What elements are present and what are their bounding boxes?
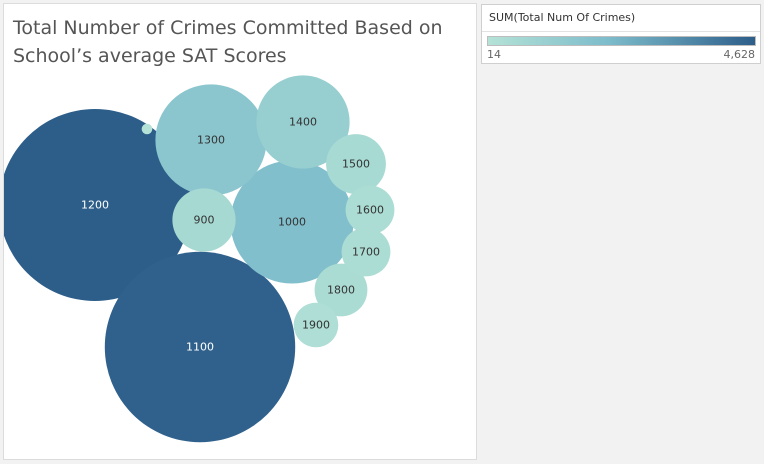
bubble-1300[interactable] bbox=[155, 84, 267, 196]
bubble-chart: 1200 1100 1000 1300 1400 900 1500 1800 1600 1700 1… bbox=[4, 75, 395, 443]
bubble-label-1800: 1800 bbox=[327, 284, 355, 297]
bubble-label-900: 900 bbox=[194, 214, 215, 227]
bubble-small[interactable] bbox=[141, 123, 153, 135]
bubble-1900[interactable] bbox=[293, 302, 339, 348]
bubble-1600[interactable] bbox=[345, 185, 395, 235]
bubble-label-1900: 1900 bbox=[302, 319, 330, 332]
legend-divider bbox=[482, 31, 760, 32]
bubble-1200[interactable] bbox=[4, 109, 191, 301]
bubble-label-1500: 1500 bbox=[342, 158, 370, 171]
legend-color-ramp bbox=[487, 36, 756, 46]
bubble-label-1700: 1700 bbox=[352, 246, 380, 259]
bubble-1000[interactable] bbox=[230, 160, 354, 284]
bubble-900[interactable] bbox=[172, 188, 236, 252]
bubble-label-1100: 1100 bbox=[186, 341, 214, 354]
chart-panel: Total Number of Crimes Committed Based o… bbox=[3, 3, 477, 460]
bubble-1400[interactable] bbox=[256, 75, 350, 169]
bubble-1500[interactable] bbox=[326, 134, 386, 194]
bubble-1800[interactable] bbox=[314, 263, 368, 317]
bubble-label-1300: 1300 bbox=[197, 134, 225, 147]
legend-max-label: 4,628 bbox=[723, 48, 756, 61]
color-legend: SUM(Total Num Of Crimes) 14 4,628 bbox=[481, 4, 761, 64]
bubble-label-1200: 1200 bbox=[81, 199, 109, 212]
bubble-1700[interactable] bbox=[341, 227, 391, 277]
bubble-label-1400: 1400 bbox=[289, 116, 317, 129]
legend-min-label: 14 bbox=[487, 48, 501, 61]
bubble-1100[interactable] bbox=[104, 251, 296, 443]
bubble-label-1000: 1000 bbox=[278, 216, 306, 229]
bubble-label-1600: 1600 bbox=[356, 204, 384, 217]
chart-title: Total Number of Crimes Committed Based o… bbox=[13, 17, 443, 67]
legend-title: SUM(Total Num Of Crimes) bbox=[489, 11, 636, 24]
